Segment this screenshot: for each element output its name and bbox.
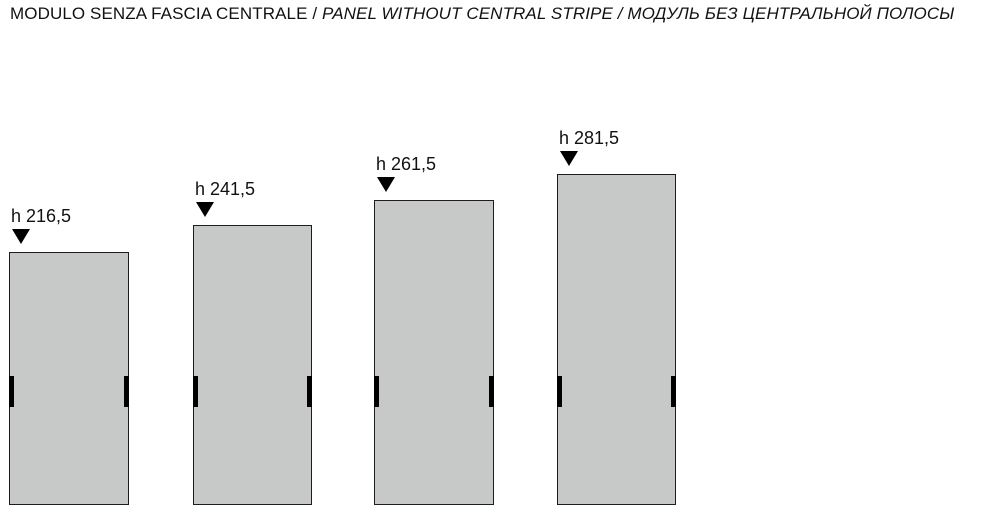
title-english: PANEL WITHOUT CENTRAL STRIPE xyxy=(322,4,613,23)
down-triangle-icon xyxy=(196,202,214,217)
hinge-mark-left xyxy=(9,376,14,407)
hinge-mark-left xyxy=(193,376,198,407)
title-separator: / xyxy=(307,4,323,23)
down-triangle-icon xyxy=(377,177,395,192)
hinge-mark-right xyxy=(124,376,129,407)
title-separator: / xyxy=(612,4,628,23)
hinge-mark-left xyxy=(557,376,562,407)
hinge-mark-right xyxy=(671,376,676,407)
title-italian: MODULO SENZA FASCIA CENTRALE xyxy=(10,4,308,23)
page-title: MODULO SENZA FASCIA CENTRALE / PANEL WIT… xyxy=(10,3,954,24)
hinge-mark-right xyxy=(307,376,312,407)
panel-height-label: h 216,5 xyxy=(11,206,72,226)
panel-height-label: h 241,5 xyxy=(195,179,256,199)
panel-h281: h 281,5 xyxy=(557,128,676,505)
down-triangle-icon xyxy=(560,151,578,166)
down-triangle-icon xyxy=(12,229,30,244)
title-russian: МОДУЛЬ БЕЗ ЦЕНТРАЛЬНОЙ ПОЛОСЫ xyxy=(627,4,955,23)
panel-height-label: h 281,5 xyxy=(559,128,620,148)
hinge-mark-right xyxy=(489,376,494,407)
panel-h261: h 261,5 xyxy=(374,154,494,505)
panel-height-label: h 261,5 xyxy=(376,154,437,174)
hinge-mark-left xyxy=(374,376,379,407)
panel-h241: h 241,5 xyxy=(193,179,312,505)
panel-h216: h 216,5 xyxy=(9,206,129,505)
